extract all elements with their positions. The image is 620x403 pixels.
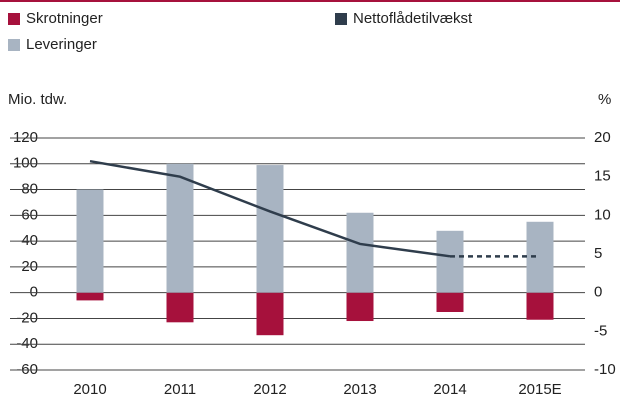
y2-tick-label: 20: [594, 129, 611, 146]
y2-axis-label: %: [598, 91, 611, 108]
legend-swatch: [8, 13, 20, 25]
x-tick-label: 2010: [73, 381, 106, 398]
y-tick-label: 100: [13, 155, 38, 172]
y-tick-label: -40: [16, 335, 38, 352]
line-series: [89, 159, 451, 258]
y2-tick-label: -5: [594, 322, 607, 339]
y-tick-label: -60: [16, 361, 38, 378]
legend-label: Skrotninger: [26, 10, 103, 27]
y2-tick-label: 5: [594, 245, 602, 262]
bar: [346, 292, 374, 322]
y2-tick-label: -10: [594, 361, 616, 378]
bar: [436, 230, 464, 293]
y-tick-label: 40: [21, 232, 38, 249]
x-tick-label: 2013: [343, 381, 376, 398]
bar: [166, 292, 194, 323]
y-tick-label: 60: [21, 206, 38, 223]
legend-label: Leveringer: [26, 36, 97, 53]
bar: [256, 165, 284, 293]
y-axis-label: Mio. tdw.: [8, 91, 67, 108]
bar: [346, 212, 374, 293]
y-tick-label: 120: [13, 129, 38, 146]
bar: [76, 189, 104, 293]
bar: [526, 221, 554, 293]
bar: [256, 292, 284, 336]
legend-label: Nettoflådetilvækst: [353, 10, 473, 27]
legend-swatch: [8, 39, 20, 51]
x-tick-label: 2015E: [518, 381, 561, 398]
bar: [76, 292, 104, 301]
y2-tick-label: 0: [594, 284, 602, 301]
bar: [436, 292, 464, 312]
x-tick-label: 2012: [253, 381, 286, 398]
y-tick-label: -20: [16, 309, 38, 326]
y-tick-label: 20: [21, 258, 38, 275]
x-tick-label: 2011: [164, 381, 196, 398]
y-tick-label: 0: [30, 284, 38, 301]
y2-tick-label: 15: [594, 168, 611, 185]
y-tick-label: 80: [21, 181, 38, 198]
x-tick-label: 2014: [433, 381, 466, 398]
legend-swatch: [335, 13, 347, 25]
y2-tick-label: 10: [594, 206, 611, 223]
bar: [166, 163, 194, 293]
top-rule: [0, 0, 620, 2]
bar: [526, 292, 554, 320]
